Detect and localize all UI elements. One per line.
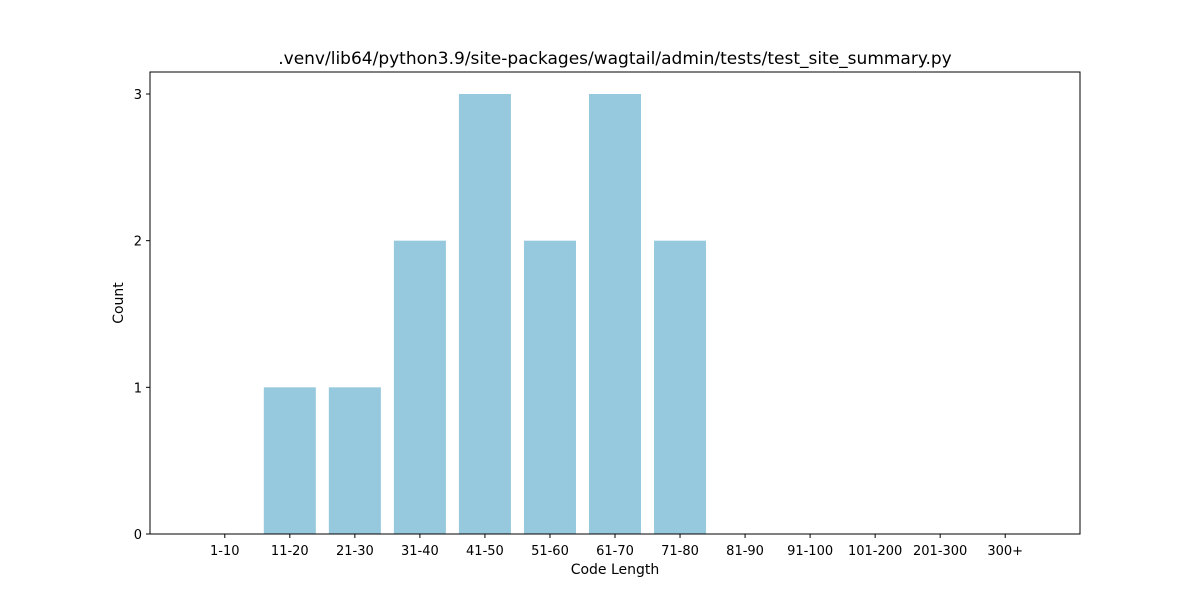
x-tick-label: 41-50 — [466, 544, 504, 559]
x-tick-label: 1-10 — [210, 544, 240, 559]
x-tick-label: 91-100 — [787, 544, 833, 559]
bar-11-20 — [263, 387, 316, 534]
x-tick-label: 21-30 — [336, 544, 374, 559]
x-axis-ticks: 1-10 11-20 21-30 31-40 41-50 51-60 61-70 71-80 8… — [210, 534, 1023, 559]
x-axis-label: Code Length — [571, 562, 660, 578]
bar-71-80 — [654, 240, 707, 534]
x-tick-label: 31-40 — [401, 544, 439, 559]
x-tick-label: 51-60 — [531, 544, 569, 559]
x-tick-label: 81-90 — [726, 544, 764, 559]
bars-group — [263, 94, 707, 534]
chart-title: .venv/lib64/python3.9/site-packages/wagt… — [278, 49, 952, 69]
bar-31-40 — [393, 240, 446, 534]
y-tick-label: 1 — [134, 381, 142, 396]
x-tick-label: 71-80 — [661, 544, 699, 559]
x-tick-label: 101-200 — [848, 544, 902, 559]
x-tick-label: 201-300 — [913, 544, 967, 559]
y-axis-label: Count — [111, 282, 127, 324]
x-tick-label: 61-70 — [596, 544, 634, 559]
y-axis-ticks: 0 1 2 3 — [134, 88, 150, 543]
y-tick-label: 0 — [134, 528, 142, 543]
bar-51-60 — [523, 240, 576, 534]
bar-61-70 — [588, 94, 642, 534]
bar-21-30 — [328, 387, 381, 534]
y-tick-label: 2 — [134, 235, 142, 250]
y-tick-label: 3 — [134, 88, 142, 103]
x-tick-label: 11-20 — [271, 544, 309, 559]
x-tick-label: 300+ — [987, 544, 1023, 559]
bar-41-50 — [458, 94, 511, 534]
